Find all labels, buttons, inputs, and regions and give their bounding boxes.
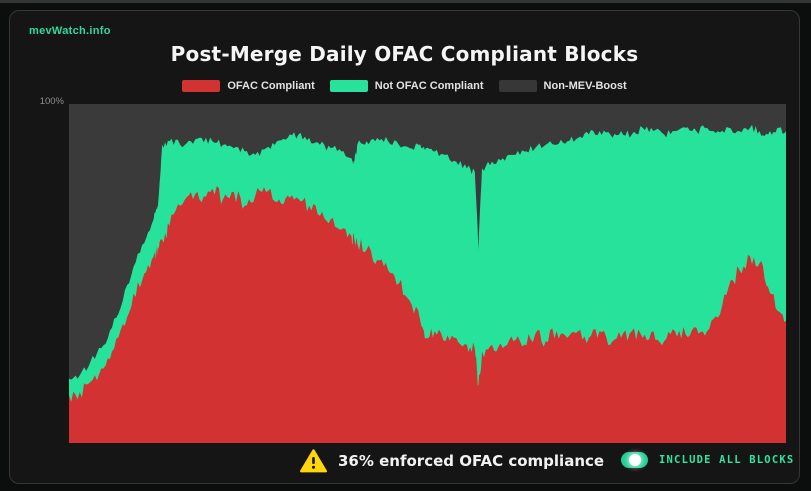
legend-label: Not OFAC Compliant bbox=[374, 80, 484, 92]
toggle-label: INCLUDE ALL BLOCKS bbox=[659, 454, 795, 466]
compliance-stat-text: 36% enforced OFAC compliance bbox=[338, 452, 605, 470]
legend-label: Non-MEV-Boost bbox=[543, 80, 627, 92]
legend-label: OFAC Compliant bbox=[227, 80, 315, 92]
legend-item-ofac-compliant: OFAC Compliant bbox=[182, 80, 315, 92]
dashboard-card: mevWatch.info Post-Merge Daily OFAC Comp… bbox=[9, 10, 800, 484]
legend-swatch-non-mev-boost bbox=[498, 80, 537, 92]
include-all-blocks-toggle[interactable]: INCLUDE ALL BLOCKS bbox=[621, 452, 794, 468]
warning-icon bbox=[300, 449, 327, 473]
legend-item-non-mev-boost: Non-MEV-Boost bbox=[498, 80, 627, 92]
chart-legend: OFAC Compliant Not OFAC Compliant Non-ME… bbox=[10, 80, 799, 92]
y-axis-tick-100: 100% bbox=[39, 96, 64, 107]
page-title: Post-Merge Daily OFAC Compliant Blocks bbox=[170, 42, 639, 66]
compliance-stat: 36% enforced OFAC compliance bbox=[300, 449, 604, 473]
toggle-track[interactable] bbox=[621, 452, 648, 468]
ofac-compliant-area bbox=[69, 186, 786, 443]
legend-swatch-not-ofac-compliant bbox=[329, 80, 368, 92]
legend-item-not-ofac-compliant: Not OFAC Compliant bbox=[329, 80, 484, 92]
stacked-area-chart bbox=[69, 104, 786, 443]
window-top-edge bbox=[0, 0, 811, 3]
legend-swatch-ofac-compliant bbox=[182, 80, 221, 92]
toggle-knob bbox=[629, 454, 641, 466]
brand-link[interactable]: mevWatch.info bbox=[29, 25, 111, 37]
stacked-area-svg bbox=[69, 124, 786, 443]
